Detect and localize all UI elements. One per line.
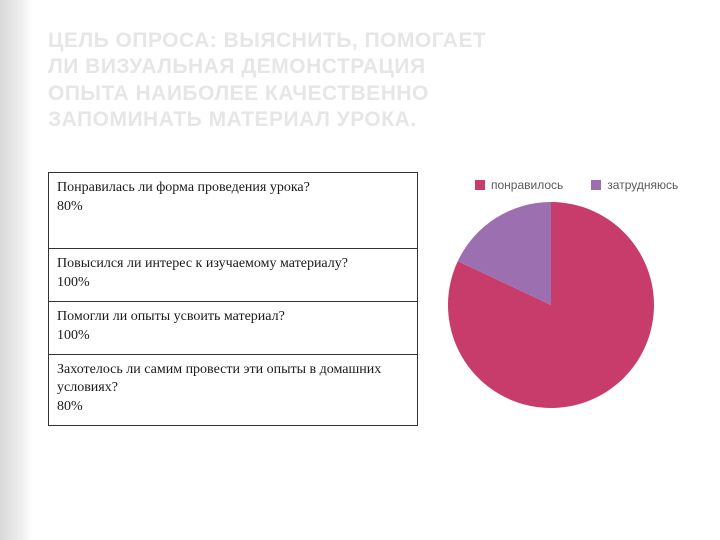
legend-label: понравилось xyxy=(491,178,563,192)
pie-chart-wrap: понравилось затрудняюсь xyxy=(420,178,700,408)
table-row: Помогли ли опыты усвоить материал?100% xyxy=(49,301,418,354)
survey-cell: Повысился ли интерес к изучаемому матери… xyxy=(49,249,418,302)
survey-cell: Захотелось ли самим провести эти опыты в… xyxy=(49,354,418,426)
legend-label: затрудняюсь xyxy=(607,178,678,192)
pie-legend: понравилось затрудняюсь xyxy=(475,178,700,192)
survey-percent: 100% xyxy=(57,327,409,346)
survey-percent: 100% xyxy=(57,274,409,293)
survey-percent: 80% xyxy=(57,398,409,417)
survey-table: Понравилась ли форма проведения урока?80… xyxy=(48,172,418,426)
survey-question: Захотелось ли самим провести эти опыты в… xyxy=(57,361,409,399)
survey-question: Повысился ли интерес к изучаемому матери… xyxy=(57,255,409,274)
table-row: Захотелось ли самим провести эти опыты в… xyxy=(49,354,418,426)
page-title: ЦЕЛЬ ОПРОСА: ВЫЯСНИТЬ, ПОМОГАЕТ ЛИ ВИЗУА… xyxy=(48,28,498,133)
survey-cell: Понравилась ли форма проведения урока?80… xyxy=(49,173,418,249)
table-row: Понравилась ли форма проведения урока?80… xyxy=(49,173,418,249)
survey-percent: 80% xyxy=(57,198,409,217)
legend-swatch xyxy=(475,180,485,190)
legend-swatch xyxy=(591,180,601,190)
pie-chart xyxy=(448,202,654,408)
survey-question: Понравилась ли форма проведения урока? xyxy=(57,179,409,198)
survey-question: Помогли ли опыты усвоить материал? xyxy=(57,308,409,327)
left-accent-bar xyxy=(0,0,32,540)
pie-holder xyxy=(448,202,700,408)
survey-table-body: Понравилась ли форма проведения урока?80… xyxy=(49,173,418,426)
legend-item: понравилось xyxy=(475,178,563,192)
table-row: Повысился ли интерес к изучаемому матери… xyxy=(49,249,418,302)
survey-cell: Помогли ли опыты усвоить материал?100% xyxy=(49,301,418,354)
legend-item: затрудняюсь xyxy=(591,178,678,192)
